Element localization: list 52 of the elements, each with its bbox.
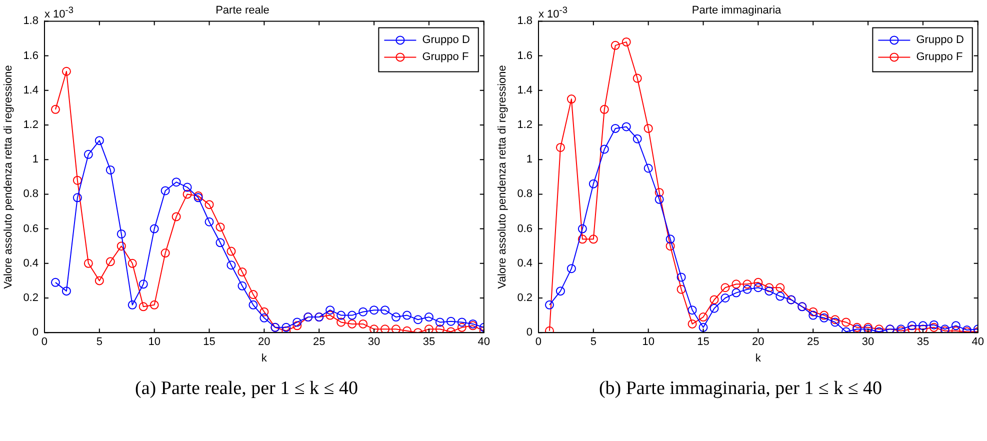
y-tick-label: 1.2 [23,119,38,132]
x-tick-label: 5 [590,336,596,348]
x-tick-label: 30 [368,336,380,348]
x-tick-label: 35 [916,336,930,348]
text: (a) Parte reale, per 1 ≤ k ≤ 40 [134,378,359,400]
x-axis-title: k [755,352,762,364]
y-tick-label: 1.2 [517,119,532,132]
x-tick-label: 20 [752,336,764,348]
y-tick-label: 0 [526,326,532,339]
y-tick-label: 0.2 [517,292,532,304]
x-tick-label: 10 [148,336,160,348]
legend-label: Gruppo F [422,51,469,64]
x-tick-label: 0 [41,336,48,348]
y-tick-label: 1.8 [23,15,38,28]
y-tick-label: 0.6 [23,222,38,235]
y-tick-label: 0.4 [517,257,532,270]
legend-label: Gruppo D [422,34,470,46]
x-tick-label: 25 [312,336,326,348]
y-tick-label: 0.6 [517,222,532,235]
x-tick-label: 30 [862,336,874,348]
chart-title: Parte reale [216,4,270,17]
y-tick-label: 1.8 [517,15,532,28]
text: x 10$^{-3}$ [538,5,568,21]
x-tick-label: 15 [203,336,216,348]
text: x 10$^{-3}$ [44,5,74,21]
x-tick-label: 25 [806,336,820,348]
y-axis-title: Valore assoluto pendenza retta di regressione [2,65,15,289]
x-tick-label: 15 [697,336,710,348]
text: (b) Parte immaginaria, per 1 ≤ k ≤ 40 [598,378,884,400]
x-tick-label: 5 [96,336,102,348]
y-tick-label: 1.4 [517,84,532,96]
y-tick-label: 0.2 [23,292,38,304]
x-tick-label: 0 [535,336,542,348]
legend-label: Gruppo F [916,51,963,64]
y-tick-label: 0 [32,326,38,339]
y-tick-label: 1 [526,154,532,166]
x-tick-label: 10 [642,336,654,348]
y-tick-label: 0.8 [517,188,532,200]
y-tick-label: 1 [32,154,38,166]
chart-title: Parte immaginaria [692,4,782,17]
x-axis-title: k [261,352,268,364]
x-tick-label: 40 [478,336,490,348]
y-tick-label: 1.4 [23,84,38,96]
x-tick-label: 35 [422,336,436,348]
x-tick-label: 40 [972,336,984,348]
legend-label: Gruppo D [916,34,964,46]
x-tick-label: 20 [258,336,270,348]
y-tick-label: 1.6 [23,50,38,62]
y-tick-label: 0.8 [23,188,38,200]
y-axis-title: Valore assoluto pendenza retta di regressione [496,65,509,289]
y-tick-label: 1.6 [517,50,532,62]
y-tick-label: 0.4 [23,257,38,270]
